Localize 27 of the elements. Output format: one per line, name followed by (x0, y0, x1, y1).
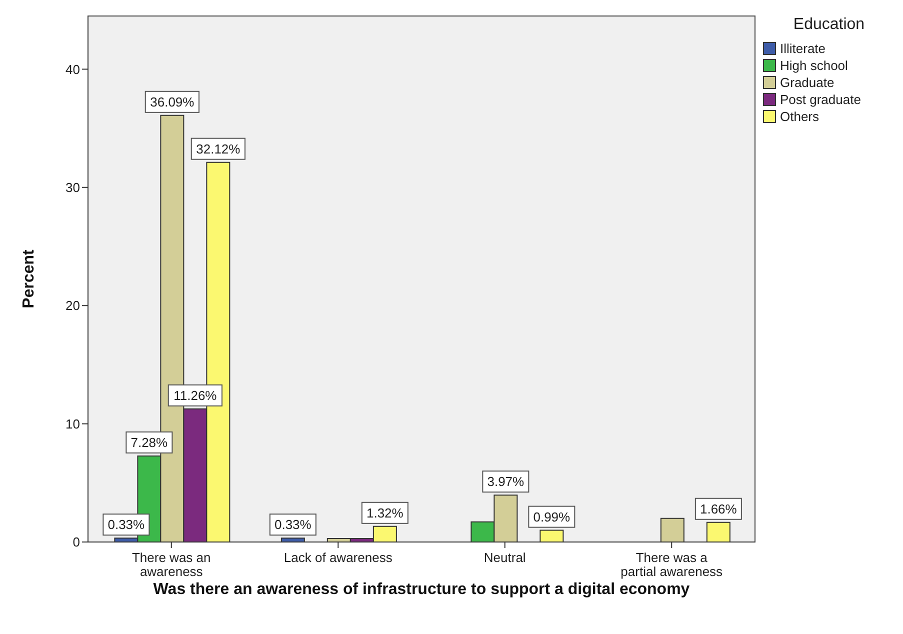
y-tick-label: 10 (66, 416, 80, 432)
y-tick-label: 20 (66, 298, 80, 314)
legend-title: Education (792, 16, 866, 34)
legend-label: Others (780, 109, 820, 124)
legend-label: Illiterate (780, 41, 826, 56)
y-tick-label: 40 (66, 62, 80, 77)
data-label: 36.09% (150, 94, 195, 110)
y-tick-label: 30 (66, 180, 80, 196)
x-tick-label: There was a partial awareness (620, 550, 724, 579)
x-tick-label: Neutral (484, 550, 526, 565)
data-label: 1.32% (366, 505, 404, 520)
data-label: 0.99% (533, 509, 571, 524)
data-label: 32.12% (196, 141, 241, 156)
data-label: 3.97% (487, 474, 525, 490)
data-label: 1.66% (700, 501, 738, 516)
y-axis-title: Percent (20, 248, 38, 308)
data-label: 0.33% (274, 517, 312, 532)
data-label: 0.33% (108, 517, 146, 532)
data-label: 7.28% (130, 434, 168, 450)
x-tick-label: Lack of awareness (284, 550, 393, 565)
y-tick-label: 0 (72, 534, 80, 550)
legend-label: Post graduate (780, 92, 861, 107)
x-tick-label: There was an awareness (132, 550, 211, 579)
x-axis-title: Was there an awareness of infrastructure to support a digital economy (153, 581, 690, 598)
data-label: 11.26% (174, 388, 218, 403)
legend-label: Graduate (780, 75, 834, 90)
legend-label: High school (780, 58, 848, 73)
